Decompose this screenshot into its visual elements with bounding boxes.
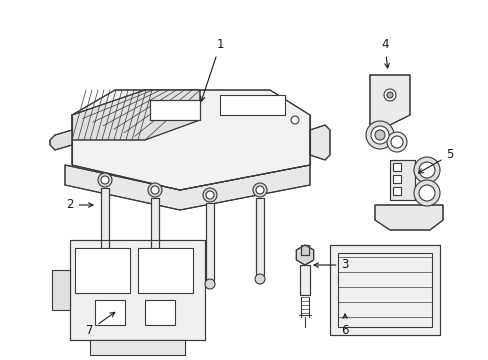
Polygon shape [329, 245, 439, 335]
Circle shape [151, 186, 159, 194]
Text: 6: 6 [341, 314, 348, 337]
Circle shape [98, 173, 112, 187]
Polygon shape [50, 130, 72, 150]
Circle shape [101, 176, 109, 184]
Text: 3: 3 [313, 258, 348, 271]
Polygon shape [65, 165, 309, 210]
Polygon shape [205, 203, 214, 280]
Circle shape [383, 89, 395, 101]
Bar [95, 300, 125, 325]
Circle shape [413, 157, 439, 183]
Circle shape [418, 162, 434, 178]
Polygon shape [256, 198, 264, 275]
Polygon shape [299, 265, 309, 295]
Circle shape [386, 92, 392, 98]
Bar [52, 270, 70, 310]
Circle shape [150, 274, 160, 284]
Polygon shape [72, 90, 309, 190]
Circle shape [418, 185, 434, 201]
Bar [138, 248, 193, 293]
Polygon shape [301, 245, 308, 255]
Polygon shape [101, 188, 109, 265]
Circle shape [254, 274, 264, 284]
Polygon shape [150, 100, 200, 120]
Text: 7: 7 [86, 312, 115, 337]
Circle shape [370, 126, 388, 144]
Polygon shape [296, 245, 313, 265]
Bar [392, 187, 400, 195]
Bar [90, 340, 184, 355]
Circle shape [365, 121, 393, 149]
Polygon shape [70, 240, 204, 340]
Polygon shape [72, 90, 200, 140]
Circle shape [100, 264, 110, 274]
Circle shape [374, 130, 384, 140]
Text: 4: 4 [381, 39, 388, 68]
Circle shape [390, 136, 402, 148]
Polygon shape [151, 198, 159, 275]
Polygon shape [374, 205, 442, 230]
Text: 1: 1 [200, 39, 224, 101]
Polygon shape [220, 95, 285, 115]
Text: 2: 2 [66, 198, 93, 211]
Circle shape [205, 191, 214, 199]
Bar [337, 253, 431, 327]
Text: 5: 5 [418, 148, 453, 173]
Circle shape [290, 116, 298, 124]
Circle shape [148, 183, 162, 197]
Bar [392, 163, 400, 171]
Polygon shape [389, 160, 414, 200]
Circle shape [256, 186, 264, 194]
Polygon shape [309, 125, 329, 160]
Circle shape [413, 180, 439, 206]
Bar [392, 175, 400, 183]
Bar [75, 248, 130, 293]
Bar [145, 300, 175, 325]
Circle shape [252, 183, 266, 197]
Polygon shape [369, 75, 409, 125]
Circle shape [203, 188, 217, 202]
Circle shape [204, 279, 215, 289]
Circle shape [386, 132, 406, 152]
